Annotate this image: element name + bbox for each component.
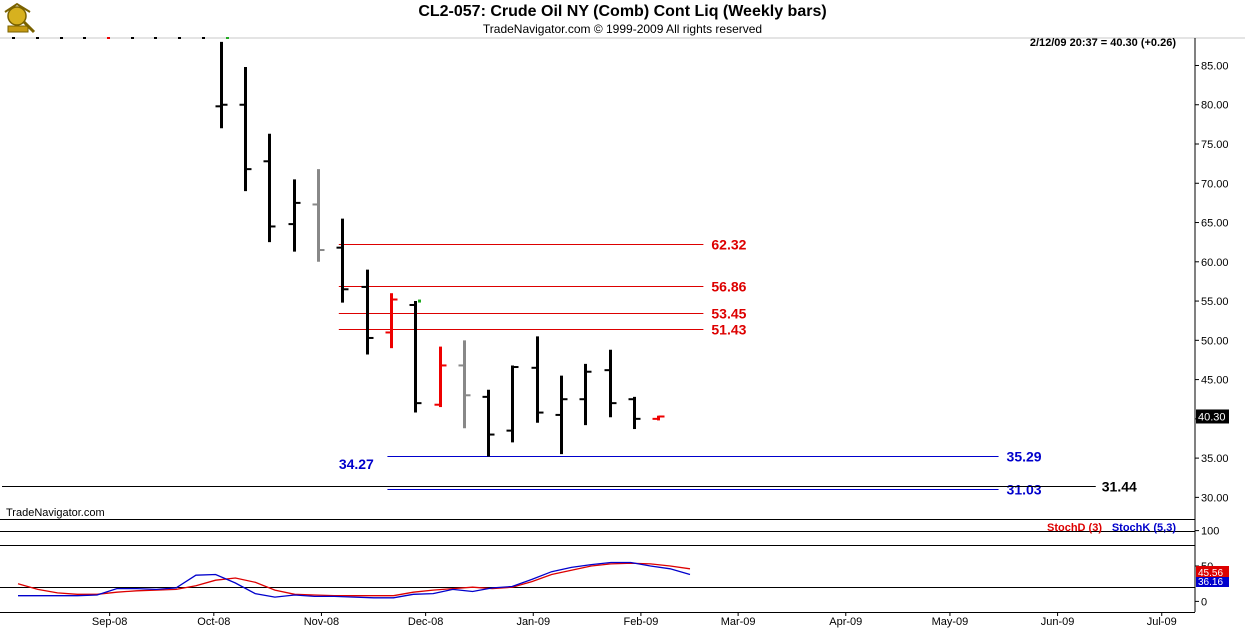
stochk-value: 36.16 (1198, 577, 1223, 588)
last-price-label: 40.30 (1198, 411, 1226, 423)
y-tick-label: 30.00 (1201, 492, 1229, 504)
y-tick-label: 35.00 (1201, 453, 1229, 465)
copyright-subtitle: TradeNavigator.com © 1999-2009 All right… (482, 22, 763, 36)
y-tick-label: 75.00 (1201, 139, 1229, 151)
stoch-series-line (18, 561, 691, 599)
stochd-value: 45.56 (1198, 568, 1223, 579)
x-tick-label: Apr-09 (829, 616, 862, 628)
y-tick-label: 70.00 (1201, 178, 1229, 190)
y-tick-label: 55.00 (1201, 296, 1229, 308)
level-label: 51.43 (711, 322, 746, 338)
level-label: 31.03 (1007, 482, 1042, 498)
level-label: 56.86 (711, 279, 746, 295)
x-tick-label: May-09 (932, 616, 969, 628)
stoch-series-line (17, 562, 691, 597)
y-tick-label: 65.00 (1201, 218, 1229, 230)
level-label: 31.44 (1102, 479, 1137, 495)
chart-text: 2/12/09 20:37 = 40.30 (+0.26) TradeNaviga… (6, 37, 1176, 519)
x-tick-label: Nov-08 (304, 616, 339, 628)
y-tick-label: 50.00 (1201, 335, 1229, 347)
level-label: 35.29 (1007, 449, 1042, 465)
stoch-y-tick-label: 0 (1201, 596, 1207, 608)
trade-navigator-logo-icon (2, 2, 38, 36)
x-tick-label: Sep-08 (92, 616, 127, 628)
chart-frame (0, 37, 1245, 613)
x-tick-label: Feb-09 (623, 616, 658, 628)
axes: 85.00 80.00 75.00 70.00 65.00 60.00 55.00 50.00… (92, 60, 1229, 628)
chart-header: CL2-057: Crude Oil NY (Comb) Cont Liq (W… (0, 0, 1245, 38)
y-tick-label: 80.00 (1201, 100, 1229, 112)
level-label: 62.32 (711, 237, 746, 253)
ohlc-bars (215, 41, 665, 457)
watermark-label: TradeNavigator.com (6, 507, 105, 519)
x-tick-label: Jan-09 (516, 616, 550, 628)
stochd-value-box (1196, 566, 1229, 578)
chart-title: CL2-057: Crude Oil NY (Comb) Cont Liq (W… (418, 3, 827, 20)
x-tick-label: Jul-09 (1147, 616, 1177, 628)
stoch-y-tick-label: 100 (1201, 526, 1219, 538)
y-tick-label: 60.00 (1201, 257, 1229, 269)
x-tick-label: Oct-08 (197, 616, 230, 628)
stochk-value-box (1196, 577, 1229, 587)
y-tick-label: 45.00 (1201, 375, 1229, 387)
x-tick-label: Jun-09 (1041, 616, 1075, 628)
level-label: 53.45 (711, 306, 746, 322)
x-tick-label: Dec-08 (408, 616, 443, 628)
annotation-label: 34.27 (339, 456, 374, 472)
x-tick-label: Mar-09 (721, 616, 756, 628)
legend-stochd: StochD (3) (1047, 522, 1102, 534)
quote-label: 2/12/09 20:37 = 40.30 (+0.26) (1030, 37, 1177, 49)
last-price-box (1196, 409, 1229, 424)
y-tick-label: 85.00 (1201, 60, 1229, 72)
legend-stochk: StochK (5,3) (1112, 522, 1177, 534)
